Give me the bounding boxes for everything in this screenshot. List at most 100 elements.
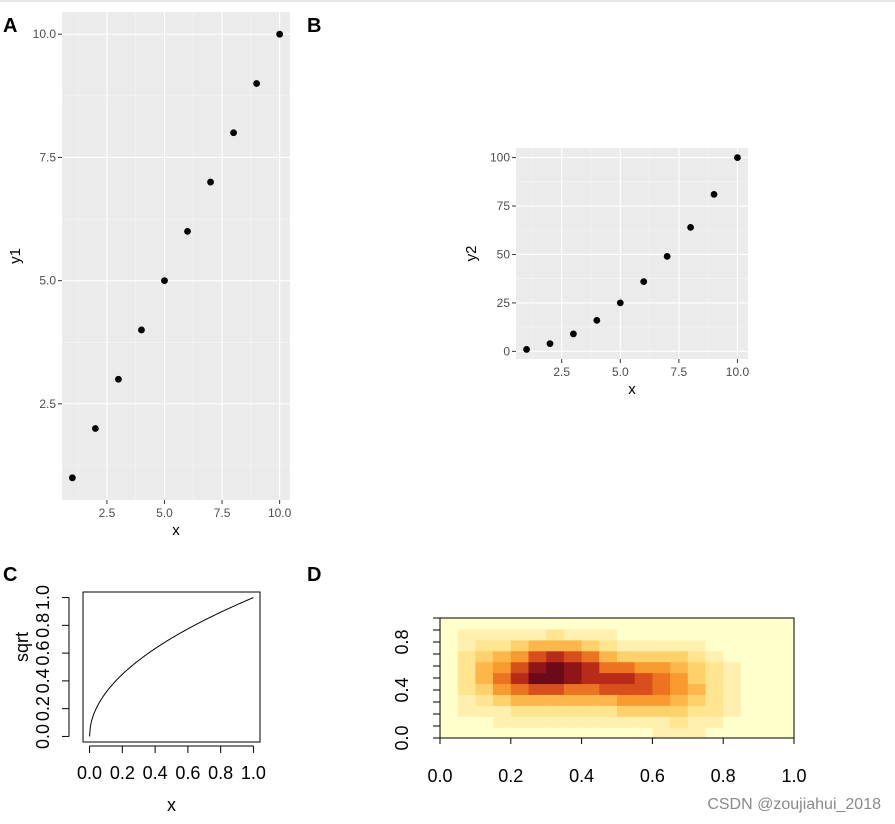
panel-b-xtick-label: 2.5	[553, 365, 570, 379]
panel-d-heat-cell	[493, 672, 512, 685]
panel-c-ytick-label: 1.0	[33, 585, 53, 610]
panel-d-heat-cell	[563, 661, 583, 674]
panel-d-heat-cell	[723, 639, 742, 652]
panel-d-heat-cell	[758, 661, 777, 674]
panel-d-heat-cell	[440, 683, 459, 695]
panel-d-ytick-label: 0.4	[392, 677, 412, 702]
panel-d-heat-cell	[740, 618, 760, 630]
panel-d-heat-cell	[617, 672, 636, 685]
panel-d-heat-cell	[652, 639, 671, 652]
panel-d-heat-cell	[670, 694, 689, 706]
panel-a-point	[230, 129, 237, 137]
panel-c: C 0.0 0.2 0.4 0.6 0.8 1.00.00.20.40.60.81.0xs…	[3, 564, 266, 815]
panel-a-point	[207, 178, 214, 186]
panel-d-heat-cell	[475, 694, 494, 706]
panel-a-xtick-label: 5.0	[156, 506, 173, 520]
panel-d-xtick-label: 0.8	[711, 766, 736, 786]
panel-d-heat-cell	[457, 727, 476, 739]
panel-d-heat-cell	[440, 650, 459, 663]
panel-d-xtick-label: 1.0	[781, 766, 806, 786]
panel-d-heat-cell	[457, 716, 476, 728]
panel-d-heat-cell	[705, 705, 724, 717]
panel-d-heat-cell	[563, 672, 583, 685]
panel-d-heat-cell	[617, 650, 636, 663]
panel-a-ytick-label: 2.5	[39, 397, 56, 411]
panel-c-xtick-label: 0.6	[175, 763, 200, 783]
panel-d-heat-cell	[546, 716, 565, 728]
panel-d-heat-cell	[581, 683, 600, 695]
panel-a-ytick-label: 5.0	[39, 274, 56, 288]
panel-d-heat-cell	[457, 683, 476, 695]
panel-c-y-axis-title: sqrt	[12, 632, 32, 662]
panel-d-heat-cell	[705, 639, 724, 652]
panel-d-heat-cell	[475, 628, 494, 641]
panel-d-heat-cell	[493, 628, 512, 641]
panel-d-heat-cell	[634, 672, 653, 685]
panel-d-heat-cell	[475, 727, 494, 739]
panel-d-heat-cell	[670, 628, 689, 641]
panel-b-point	[640, 278, 648, 285]
panel-d-heat-cell	[599, 628, 618, 641]
panel-a-xtick-label: 2.5	[99, 506, 116, 520]
panel-d: D 0.0 0.2 0.4 0.6 0.8 1.0 0.0 0.4 0.8	[307, 564, 807, 786]
panel-d-heat-cell	[581, 639, 600, 652]
panel-b-point	[734, 154, 741, 161]
panel-d-heat-cell	[457, 650, 476, 663]
panel-d-heat-cell	[493, 639, 512, 652]
panel-d-heat-cell	[563, 639, 583, 652]
panel-d-heat-cell	[581, 650, 600, 663]
panel-d-heat-cell	[776, 727, 795, 739]
panel-d-xtick-label: 0.4	[569, 766, 594, 786]
panel-d-heat-cell	[705, 661, 724, 674]
panel-d-heat-cell	[617, 661, 636, 674]
panel-d-heat-cell	[776, 661, 795, 674]
panel-d-label: D	[307, 564, 321, 586]
panel-d-heat-cell	[440, 705, 459, 717]
panel-d-heat-cell	[652, 661, 671, 674]
panel-c-x-axis-title: x	[167, 795, 176, 815]
panel-d-heat-cell	[617, 716, 636, 728]
panel-d-heat-cell	[723, 694, 742, 706]
panel-d-heat-cell	[634, 727, 653, 739]
panel-d-heat-cell	[440, 639, 459, 652]
panel-d-heat-cell	[687, 628, 707, 641]
panel-d-heat-cell	[599, 639, 618, 652]
panel-d-heat-cell	[528, 716, 547, 728]
panel-d-heat-cell	[546, 650, 565, 663]
panel-d-heat-cell	[687, 694, 707, 706]
panel-d-heat-cell	[687, 727, 707, 739]
panel-d-heat-cell	[510, 705, 530, 717]
panel-d-heat-cell	[563, 716, 583, 728]
panel-c-xtick-label: 0.0	[77, 763, 102, 783]
panel-d-heat-cell	[440, 618, 459, 630]
panel-d-heat-cell	[652, 672, 671, 685]
panel-d-heat-cell	[776, 683, 795, 695]
panel-a-xtick-label: 10.0	[268, 506, 292, 520]
panel-d-heat-cell	[776, 639, 795, 652]
panel-d-heat-cell	[475, 661, 494, 674]
panel-d-heat-cell	[546, 618, 565, 630]
panel-d-heat-cell	[475, 672, 494, 685]
panel-d-heat-cell	[617, 727, 636, 739]
panel-d-heat-cell	[528, 618, 547, 630]
panel-d-heat-cell	[563, 727, 583, 739]
panel-d-heat-cell	[440, 716, 459, 728]
panel-d-heat-cell	[670, 716, 689, 728]
panel-a-xtick-label: 7.5	[214, 506, 231, 520]
panel-d-heat-cell	[723, 650, 742, 663]
panel-c-xtick-label: 0.2	[110, 763, 135, 783]
panel-d-heat-cell	[493, 661, 512, 674]
panel-b-xtick-label: 7.5	[671, 365, 688, 379]
panel-b-x-axis-title: x	[628, 381, 636, 398]
panel-d-heat-cell	[758, 716, 777, 728]
panel-d-heat-cell	[546, 694, 565, 706]
panel-b-xtick-label: 5.0	[612, 365, 629, 379]
panel-d-heat-cell	[581, 694, 600, 706]
panel-d-heat-cell	[705, 628, 724, 641]
panel-d-heat-cell	[705, 672, 724, 685]
panel-d-heat-cell	[740, 650, 760, 663]
panel-d-heat-cell	[758, 628, 777, 641]
panel-d-heat-cell	[723, 618, 742, 630]
panel-a-point	[276, 30, 284, 38]
panel-d-heat-cell	[457, 639, 476, 652]
